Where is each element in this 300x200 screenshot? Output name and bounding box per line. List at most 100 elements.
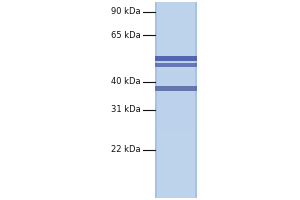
Bar	[155, 85, 197, 86]
Bar	[155, 179, 197, 180]
Bar	[155, 91, 197, 92]
Bar	[155, 94, 197, 95]
Text: 65 kDa: 65 kDa	[111, 30, 141, 40]
Bar	[155, 153, 197, 154]
Bar	[155, 54, 197, 55]
Bar	[155, 170, 197, 171]
Bar	[155, 29, 197, 30]
Bar	[155, 130, 197, 131]
Bar	[155, 60, 197, 61]
Bar	[155, 63, 197, 67]
Bar	[155, 79, 197, 80]
Bar	[155, 23, 197, 24]
Bar	[155, 155, 197, 156]
Bar	[155, 89, 197, 90]
Bar	[155, 45, 197, 46]
Bar	[155, 141, 197, 142]
Bar	[155, 70, 197, 71]
Bar	[155, 133, 197, 134]
Bar	[155, 131, 197, 132]
Bar	[155, 71, 197, 72]
Bar	[155, 121, 197, 122]
Bar	[155, 8, 197, 9]
Bar	[155, 87, 197, 88]
Bar	[155, 63, 197, 64]
Bar	[155, 171, 197, 172]
Bar	[155, 184, 197, 185]
Bar	[155, 129, 197, 130]
Bar	[155, 161, 197, 162]
Bar	[155, 6, 197, 7]
Bar	[155, 176, 197, 177]
Bar	[155, 7, 197, 8]
Bar	[155, 149, 197, 150]
Bar	[155, 188, 197, 189]
Bar	[155, 47, 197, 48]
Bar	[155, 66, 197, 67]
Bar	[155, 20, 197, 21]
Bar	[155, 57, 197, 58]
Bar	[155, 163, 197, 164]
Bar	[155, 13, 197, 14]
Bar	[155, 148, 197, 149]
Bar	[155, 102, 197, 103]
Bar	[155, 99, 197, 100]
Bar	[155, 75, 197, 76]
Bar	[155, 158, 197, 159]
Bar	[155, 192, 197, 193]
Bar	[155, 16, 197, 17]
Bar	[155, 181, 197, 182]
Bar	[155, 37, 197, 38]
Bar	[155, 103, 197, 104]
Bar	[155, 107, 197, 108]
Bar	[155, 77, 197, 78]
Bar	[155, 49, 197, 50]
Bar	[155, 42, 197, 43]
Bar	[155, 67, 197, 68]
Bar	[155, 26, 197, 27]
Bar	[155, 109, 197, 110]
Bar	[155, 122, 197, 123]
Bar	[155, 125, 197, 126]
Bar	[195, 2, 197, 198]
Bar	[155, 84, 197, 85]
Bar	[155, 172, 197, 173]
Bar	[155, 24, 197, 25]
Bar	[155, 38, 197, 39]
Bar	[155, 98, 197, 99]
Bar	[155, 93, 197, 94]
Bar	[155, 196, 197, 197]
Bar	[155, 150, 197, 151]
Bar	[155, 114, 197, 115]
Bar	[155, 157, 197, 158]
Bar	[155, 167, 197, 168]
Bar	[155, 169, 197, 170]
Bar	[155, 191, 197, 192]
Bar	[155, 17, 197, 18]
Bar	[155, 162, 197, 163]
Bar	[155, 78, 197, 79]
Bar	[155, 143, 197, 144]
Bar	[155, 55, 197, 56]
Bar	[155, 2, 197, 3]
Bar	[155, 146, 197, 147]
Bar	[155, 189, 197, 190]
Bar	[155, 187, 197, 188]
Bar	[155, 182, 197, 183]
Bar	[155, 62, 197, 63]
Bar	[155, 101, 197, 102]
Bar	[155, 55, 197, 60]
Bar	[155, 111, 197, 112]
Bar	[155, 86, 197, 87]
Text: 90 kDa: 90 kDa	[111, 7, 141, 17]
Bar	[155, 166, 197, 167]
Bar	[155, 69, 197, 70]
Bar	[155, 32, 197, 33]
Bar	[155, 194, 197, 195]
Bar	[155, 51, 197, 52]
Bar	[155, 116, 197, 117]
Bar	[155, 44, 197, 45]
Bar	[155, 160, 197, 161]
Bar	[155, 174, 197, 175]
Bar	[155, 35, 197, 36]
